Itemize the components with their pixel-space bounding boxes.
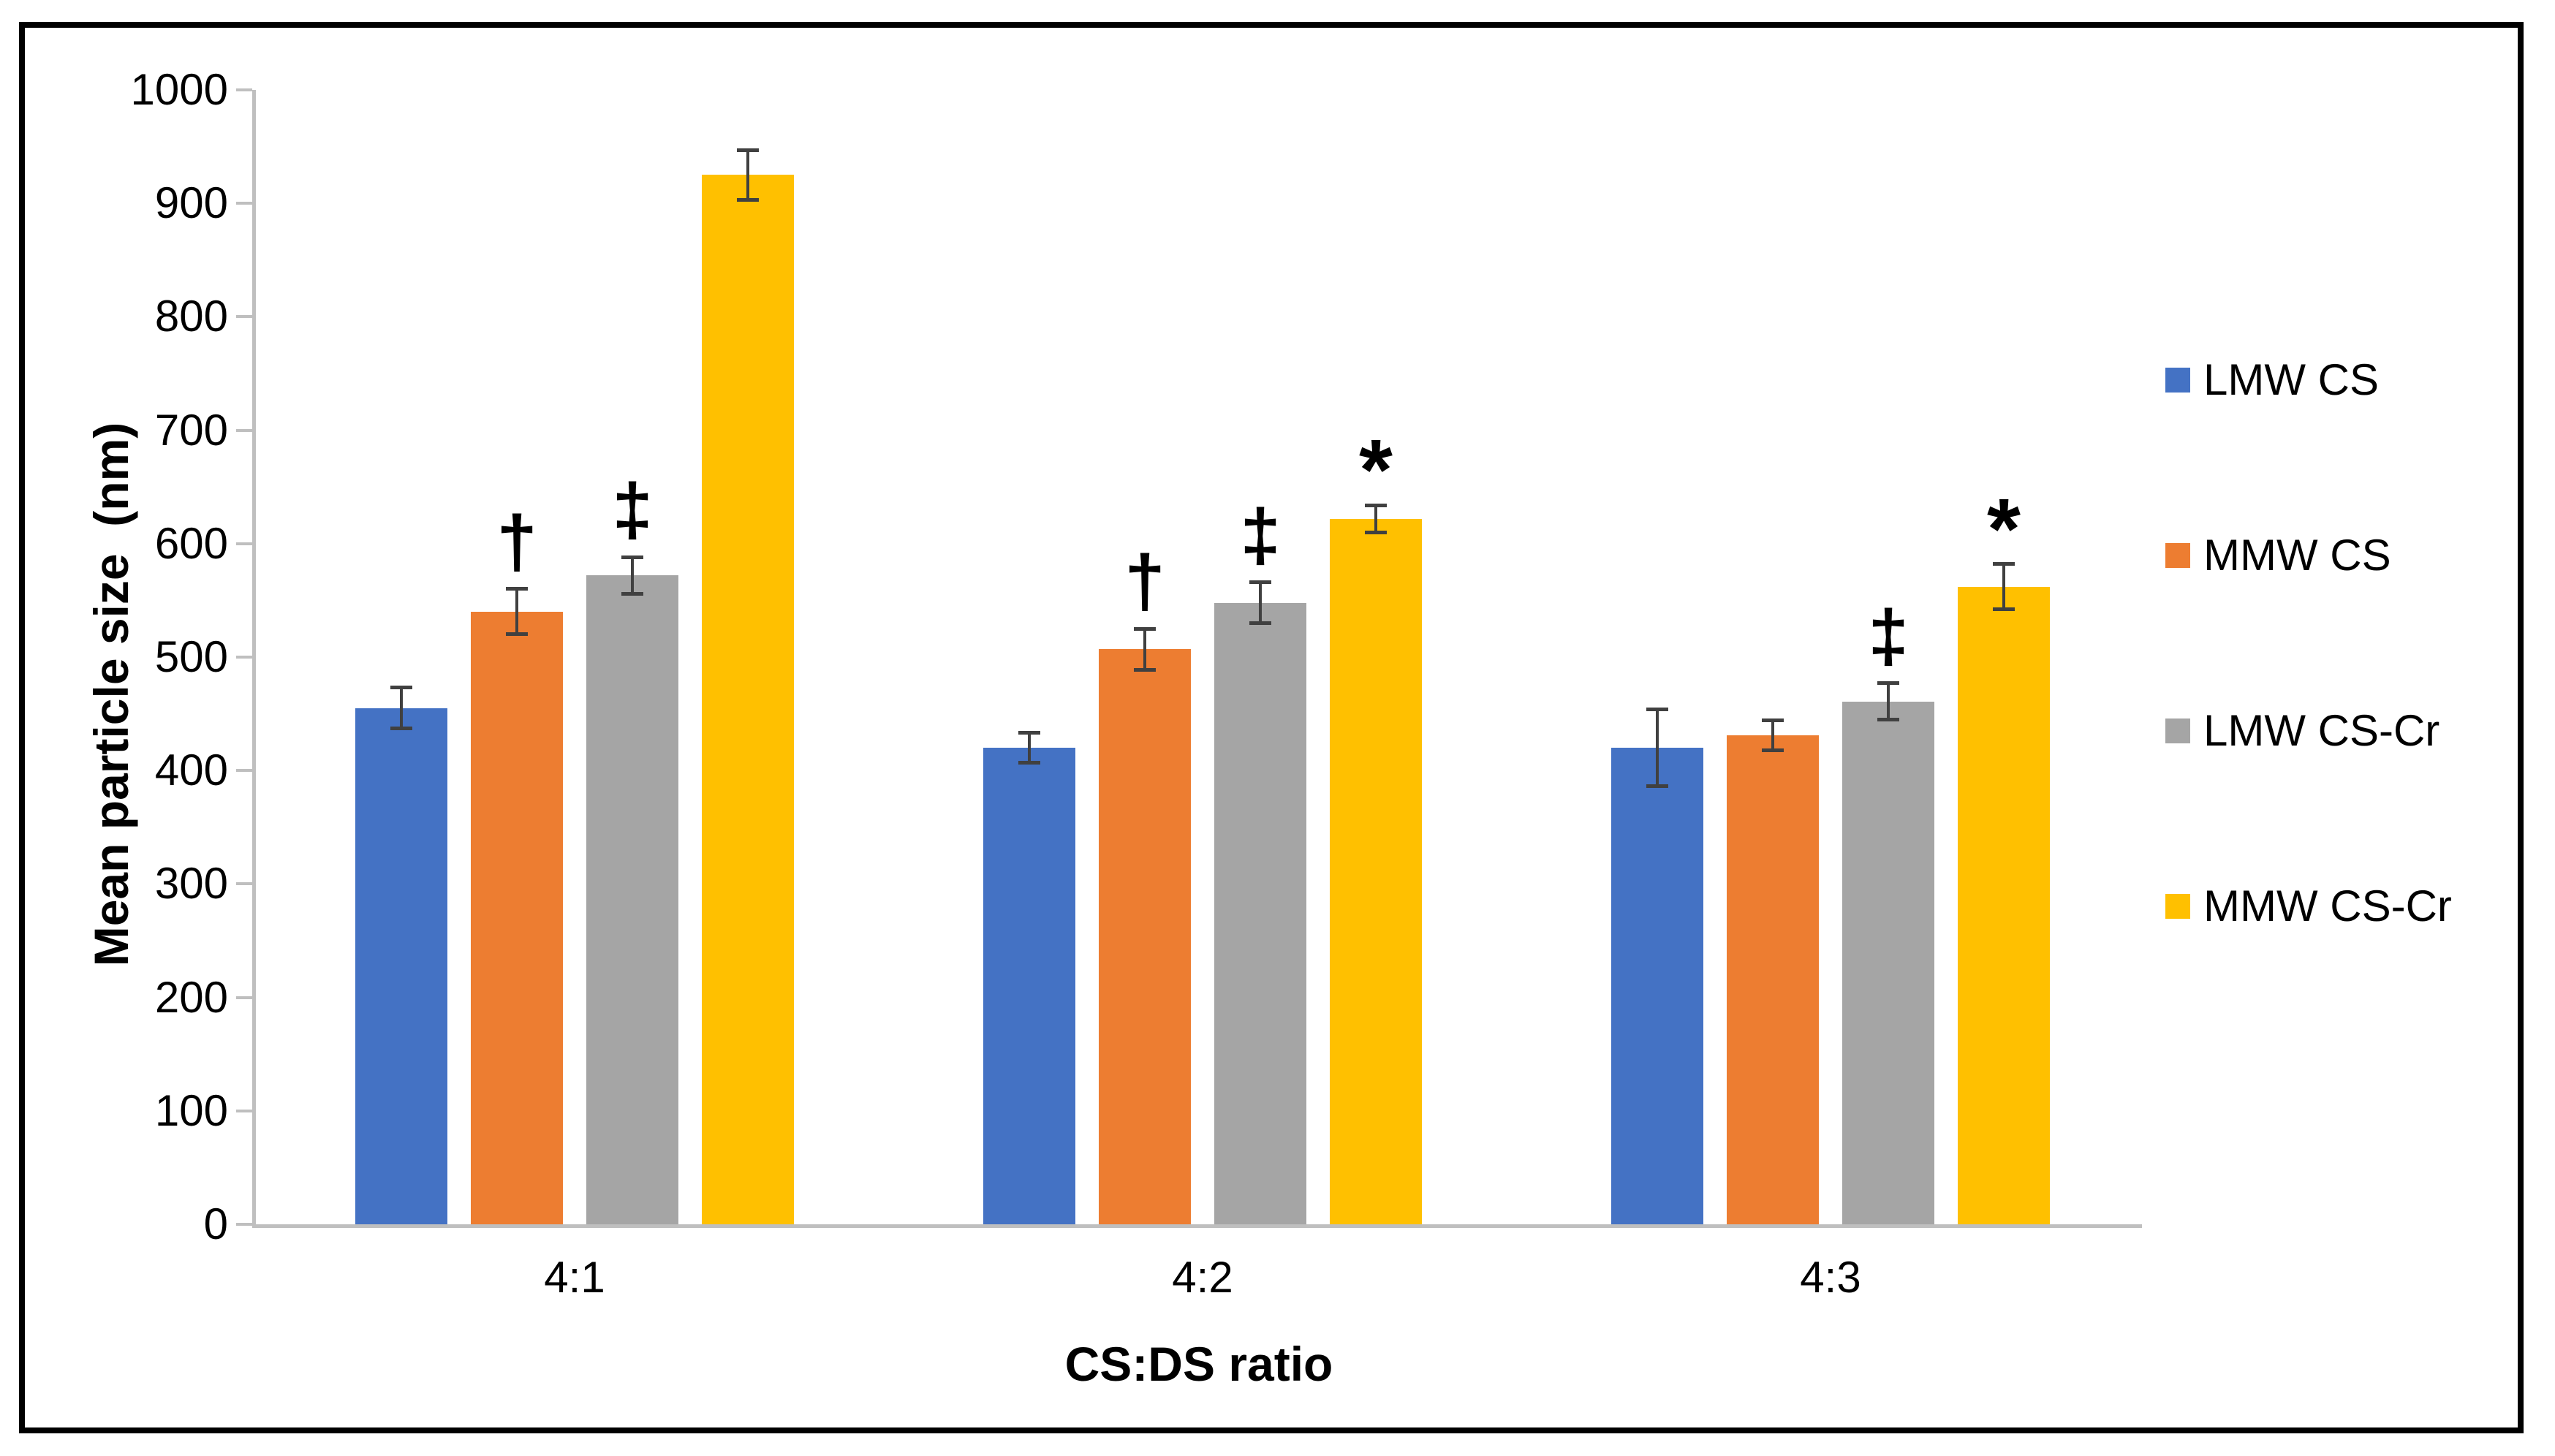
y-tick-label: 0 (203, 1199, 228, 1248)
error-bar-line (1887, 683, 1890, 720)
y-tick-mark (236, 1223, 252, 1226)
error-bar-cap-top (1018, 731, 1040, 735)
bar (1330, 518, 1422, 1224)
error-bar-cap-top (737, 148, 759, 152)
significance-symbol: † (496, 500, 537, 583)
error-bar-cap-top (1134, 626, 1156, 631)
error-bar-cap-top (390, 686, 412, 690)
y-tick-label: 600 (154, 518, 228, 568)
error-bar-cap-bottom (621, 591, 643, 596)
error-bar-line (1259, 582, 1262, 623)
error-bar-cap-top (1646, 707, 1668, 711)
y-tick-mark (236, 542, 252, 545)
legend-swatch (2165, 718, 2190, 743)
error-bar-cap-bottom (1762, 748, 1784, 752)
y-tick-mark (236, 315, 252, 319)
y-tick-mark (236, 882, 252, 886)
error-bar-cap-bottom (506, 632, 528, 637)
y-tick-label: 900 (154, 178, 228, 228)
x-category-label: 4:2 (1172, 1253, 1233, 1302)
y-tick-mark (236, 88, 252, 91)
y-tick-mark (236, 428, 252, 432)
legend-item-label: LMW CS-Cr (2203, 706, 2440, 755)
error-bar-line (515, 588, 518, 634)
error-bar-line (1143, 629, 1146, 670)
error-bar-cap-bottom (390, 727, 412, 731)
error-bar-cap-top (621, 555, 643, 559)
bar (586, 575, 678, 1224)
significance-symbol: † (1124, 540, 1165, 623)
x-category-label: 4:1 (544, 1253, 605, 1302)
legend-item-label: LMW CS (2203, 355, 2379, 404)
legend-swatch (2165, 894, 2190, 919)
bar (1842, 701, 1934, 1224)
y-tick-label: 300 (154, 859, 228, 909)
error-bar-cap-bottom (1993, 607, 2015, 612)
y-tick-mark (236, 996, 252, 999)
error-bar-cap-bottom (737, 198, 759, 202)
y-tick-mark (236, 202, 252, 205)
error-bar-cap-bottom (1877, 717, 1899, 721)
y-tick-mark (236, 1109, 252, 1112)
bar (1727, 735, 1819, 1224)
error-bar-line (400, 687, 403, 729)
legend-swatch (2165, 543, 2190, 568)
significance-symbol: * (1987, 480, 2021, 577)
bar (1099, 649, 1191, 1224)
error-bar-cap-bottom (1249, 621, 1271, 625)
y-tick-label: 700 (154, 405, 228, 455)
significance-symbol: ‡ (1240, 493, 1281, 576)
legend-item-label: MMW CS-Cr (2203, 881, 2452, 930)
error-bar-cap-top (1877, 681, 1899, 686)
bar (355, 708, 447, 1224)
error-bar-cap-top (1365, 503, 1387, 507)
y-tick-label: 500 (154, 632, 228, 681)
error-bar-line (2002, 564, 2005, 610)
error-bar-cap-bottom (1646, 784, 1668, 789)
error-bar-cap-bottom (1365, 530, 1387, 534)
error-bar-line (631, 557, 634, 594)
y-axis-line (252, 90, 256, 1228)
x-axis-title: CS:DS ratio (1064, 1337, 1333, 1391)
error-bar-line (746, 150, 749, 200)
x-category-label: 4:3 (1800, 1253, 1861, 1302)
y-tick-label: 100 (154, 1085, 228, 1135)
error-bar-cap-top (1249, 580, 1271, 585)
bar (702, 175, 794, 1224)
error-bar-cap-bottom (1018, 760, 1040, 765)
x-axis-line (252, 1224, 2142, 1228)
significance-symbol: ‡ (1868, 594, 1909, 677)
error-bar-line (1374, 505, 1377, 533)
error-bar-cap-top (1762, 718, 1784, 723)
bar (471, 611, 563, 1224)
bar (1958, 586, 2050, 1224)
error-bar-cap-top (506, 587, 528, 591)
error-bar-line (1656, 709, 1659, 786)
error-bar-cap-bottom (1134, 667, 1156, 672)
y-tick-label: 800 (154, 292, 228, 341)
bar (983, 748, 1075, 1224)
y-tick-mark (236, 656, 252, 659)
error-bar-line (1028, 732, 1031, 763)
y-tick-label: 1000 (130, 65, 228, 114)
y-tick-label: 400 (154, 746, 228, 795)
error-bar-cap-top (1993, 562, 2015, 566)
error-bar-line (1771, 720, 1774, 751)
y-tick-label: 200 (154, 972, 228, 1022)
y-axis-title: Mean particle size (nm) (84, 422, 138, 967)
y-tick-mark (236, 769, 252, 773)
significance-symbol: ‡ (612, 469, 653, 551)
bar (1214, 602, 1306, 1224)
legend-swatch (2165, 368, 2190, 393)
bar (1611, 748, 1703, 1224)
legend-item-label: MMW CS (2203, 531, 2391, 580)
significance-symbol: * (1359, 422, 1393, 519)
